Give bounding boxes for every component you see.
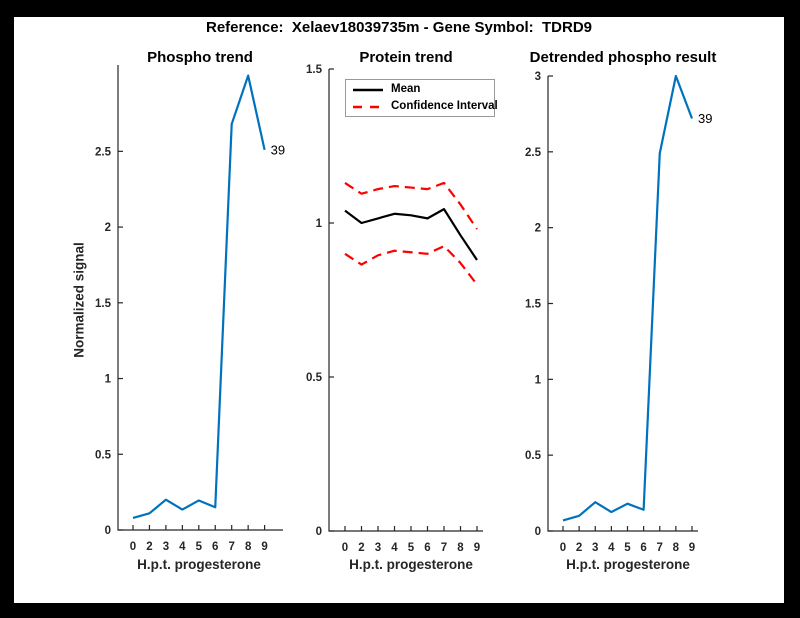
y-tick-label: 1.5 xyxy=(306,64,323,76)
x-tick-label: 3 xyxy=(163,541,169,553)
legend-label-mean: Mean xyxy=(391,82,421,95)
series-line-ci-upper xyxy=(344,181,478,230)
series-end-label: 39 xyxy=(271,142,285,157)
y-tick-label: 1 xyxy=(105,374,112,386)
series-line-phospho-signal xyxy=(132,74,266,519)
y-tick-label: 0.5 xyxy=(306,372,323,384)
x-tick-label: 6 xyxy=(640,542,646,554)
x-tick-label: 5 xyxy=(196,541,203,553)
series-line-ci-lower xyxy=(344,245,478,286)
axis-spine xyxy=(117,65,283,531)
panel2-title: Protein trend xyxy=(359,49,453,66)
panel3-title: Detrended phospho result xyxy=(529,49,717,66)
x-tick-label: 5 xyxy=(408,542,415,554)
x-tick-label: 5 xyxy=(624,542,631,554)
legend-label-confidence-interval: Confidence Interval xyxy=(391,99,498,112)
x-tick-label: 9 xyxy=(689,542,695,554)
y-tick-label: 3 xyxy=(535,71,541,83)
x-tick-label: 4 xyxy=(179,541,186,553)
series-end-label: 39 xyxy=(698,111,712,126)
x-tick-label: 3 xyxy=(375,542,381,554)
panel3-x-axis-label: H.p.t. progesterone xyxy=(566,557,690,572)
x-tick-label: 3 xyxy=(592,542,598,554)
y-tick-label: 2 xyxy=(535,223,541,235)
x-tick-label: 7 xyxy=(657,542,663,554)
y-tick-label: 0.5 xyxy=(95,449,112,461)
x-tick-label: 2 xyxy=(358,542,364,554)
series-line-mean xyxy=(344,208,478,261)
x-tick-label: 0 xyxy=(342,542,348,554)
y-tick-label: 0 xyxy=(316,526,322,538)
x-tick-label: 4 xyxy=(608,542,615,554)
x-tick-label: 2 xyxy=(576,542,582,554)
x-tick-label: 7 xyxy=(228,541,234,553)
x-tick-label: 8 xyxy=(245,541,252,553)
panel2-x-axis-label: H.p.t. progesterone xyxy=(349,557,473,572)
axis-spine xyxy=(547,76,698,532)
legend-entry-confidence-interval: Confidence Interval xyxy=(353,100,498,113)
legend: Mean Confidence Interval xyxy=(345,79,498,117)
x-tick-label: 6 xyxy=(212,541,218,553)
y-tick-label: 0.5 xyxy=(525,450,542,462)
y-tick-label: 2 xyxy=(105,222,111,234)
axis-spine xyxy=(328,69,483,532)
x-tick-label: 0 xyxy=(560,542,566,554)
y-tick-label: 0 xyxy=(535,526,541,538)
x-tick-label: 2 xyxy=(146,541,152,553)
x-tick-label: 9 xyxy=(474,542,480,554)
y-tick-label: 0 xyxy=(105,525,111,537)
panel1-title: Phospho trend xyxy=(147,49,253,66)
series-line-detrended-signal xyxy=(562,74,694,522)
y-tick-label: 1 xyxy=(316,218,323,230)
y-tick-label: 2.5 xyxy=(525,147,542,159)
confidence-interval-line-swatch xyxy=(353,105,383,108)
x-tick-label: 6 xyxy=(424,542,430,554)
x-tick-label: 9 xyxy=(261,541,267,553)
y-tick-label: 2.5 xyxy=(95,146,112,158)
x-tick-label: 8 xyxy=(457,542,464,554)
legend-entry-mean: Mean xyxy=(353,83,494,96)
panel1-y-axis-label: Normalized signal xyxy=(71,242,87,358)
y-tick-label: 1 xyxy=(535,374,542,386)
x-tick-label: 4 xyxy=(391,542,398,554)
mean-line-swatch xyxy=(353,88,383,91)
x-tick-label: 0 xyxy=(130,541,136,553)
y-tick-label: 1.5 xyxy=(95,298,112,310)
x-tick-label: 7 xyxy=(441,542,447,554)
figure-title: Reference: Xelaev18039735m - Gene Symbol… xyxy=(205,19,593,36)
y-tick-label: 1.5 xyxy=(525,299,542,311)
x-tick-label: 8 xyxy=(673,542,680,554)
panel1-x-axis-label: H.p.t. progesterone xyxy=(137,557,261,572)
